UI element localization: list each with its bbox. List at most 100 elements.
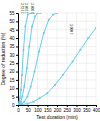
grid-line-x xyxy=(47,13,48,105)
y-tick: 5 xyxy=(12,95,18,100)
x-tick: 100 xyxy=(34,105,42,113)
series-marker xyxy=(28,46,30,48)
x-tick-label: 350 xyxy=(83,108,91,113)
series-marker xyxy=(21,103,23,105)
grid-line-y xyxy=(18,46,96,47)
annotations: 1 175 C1 150 C1 100 C1 000 C xyxy=(21,2,74,35)
series-marker xyxy=(52,14,54,16)
x-tick: 200 xyxy=(54,105,62,113)
grid-line-y xyxy=(18,79,96,80)
series-marker xyxy=(18,104,19,105)
series-marker xyxy=(87,37,89,39)
grid-line-y xyxy=(18,71,96,72)
x-tick-mark xyxy=(28,105,29,107)
series-marker xyxy=(20,89,22,91)
y-tick-label: 20 xyxy=(9,69,15,74)
x-tick: 350 xyxy=(83,105,91,113)
x-tick-label: 0 xyxy=(17,108,20,113)
series-marker xyxy=(23,49,25,51)
x-tick-mark xyxy=(96,105,97,107)
x-tick-mark xyxy=(86,105,87,107)
x-axis-title: Test duration (min) xyxy=(36,114,78,120)
y-tick-mark xyxy=(16,13,18,14)
grid-line-y xyxy=(18,63,96,64)
series-marker xyxy=(21,74,23,76)
x-tick: 250 xyxy=(63,105,71,113)
y-axis: 0 5 10 15 20 25 30 35 40 45 50 55 xyxy=(9,11,18,108)
y-tick: 55 xyxy=(9,11,18,16)
series-marker xyxy=(34,15,36,17)
x-tick-mark xyxy=(57,105,58,107)
grid xyxy=(18,13,96,105)
series-marker xyxy=(25,25,27,27)
x-axis: 0 50100150200250300350400 xyxy=(17,105,100,113)
y-tick-mark xyxy=(16,63,18,64)
series-marker xyxy=(23,86,25,88)
series-marker xyxy=(37,13,39,14)
series-marker xyxy=(54,84,56,86)
series-marker xyxy=(18,104,19,105)
y-tick-label: 40 xyxy=(9,36,15,41)
series-marker xyxy=(95,27,96,29)
grid-line-y xyxy=(18,54,96,55)
x-tick: 300 xyxy=(73,105,81,113)
y-tick: 45 xyxy=(9,28,18,33)
series-marker xyxy=(56,13,58,14)
series-line xyxy=(18,28,96,105)
y-tick-mark xyxy=(16,88,18,89)
y-tick-label: 50 xyxy=(9,19,15,24)
y-tick-label: 15 xyxy=(9,78,15,83)
y-axis-title: Degree of reduction (%) xyxy=(0,32,6,85)
x-tick-label: 300 xyxy=(73,108,81,113)
grid-line-y xyxy=(18,21,96,22)
series-marker xyxy=(33,101,35,103)
series-marker xyxy=(30,86,32,88)
x-tick: 50 xyxy=(26,105,32,113)
x-tick-label: 50 xyxy=(26,108,32,113)
series-marker xyxy=(34,71,36,73)
y-tick: 40 xyxy=(9,36,18,41)
y-tick: 15 xyxy=(9,78,18,83)
x-tick: 0 xyxy=(17,105,20,113)
x-tick-label: 100 xyxy=(34,108,42,113)
x-tick-mark xyxy=(67,105,68,107)
grid-line-x xyxy=(66,13,67,105)
grid-line-y xyxy=(18,96,96,97)
y-tick-mark xyxy=(16,38,18,39)
grid-line-y xyxy=(18,38,96,39)
y-tick-mark xyxy=(16,80,18,81)
y-tick-label: 25 xyxy=(9,61,15,66)
x-tick: 400 xyxy=(93,105,100,113)
grid-line-y xyxy=(18,29,96,30)
series-group xyxy=(18,13,96,105)
series-marker xyxy=(80,49,82,51)
y-tick-mark xyxy=(16,21,18,22)
y-tick-mark xyxy=(16,105,18,106)
x-tick-mark xyxy=(38,105,39,107)
y-tick-label: 55 xyxy=(9,11,15,16)
y-tick-label: 10 xyxy=(9,86,15,91)
y-tick-label: 30 xyxy=(9,53,15,58)
y-tick-mark xyxy=(16,46,18,47)
y-tick-label: 45 xyxy=(9,28,15,33)
y-tick: 0 xyxy=(12,103,18,108)
y-tick-label: 5 xyxy=(12,95,15,100)
y-tick-label: 35 xyxy=(9,44,15,49)
y-axis-line xyxy=(16,14,19,106)
y-tick: 30 xyxy=(9,53,18,58)
annotation: 1 150 C xyxy=(25,2,29,14)
series-marker xyxy=(20,101,22,103)
series-marker xyxy=(23,101,25,103)
y-tick: 50 xyxy=(9,19,18,24)
x-tick-label: 250 xyxy=(63,108,71,113)
series-marker xyxy=(18,104,19,105)
y-tick-mark xyxy=(16,97,18,98)
annotation: 1 000 C xyxy=(70,23,74,35)
y-tick: 20 xyxy=(9,69,18,74)
x-tick-label: 150 xyxy=(44,108,52,113)
series-line xyxy=(18,13,57,105)
series-marker xyxy=(18,101,20,103)
x-tick-label: 400 xyxy=(93,108,100,113)
annotation: 1 100 C xyxy=(31,2,35,14)
y-tick: 25 xyxy=(9,61,18,66)
